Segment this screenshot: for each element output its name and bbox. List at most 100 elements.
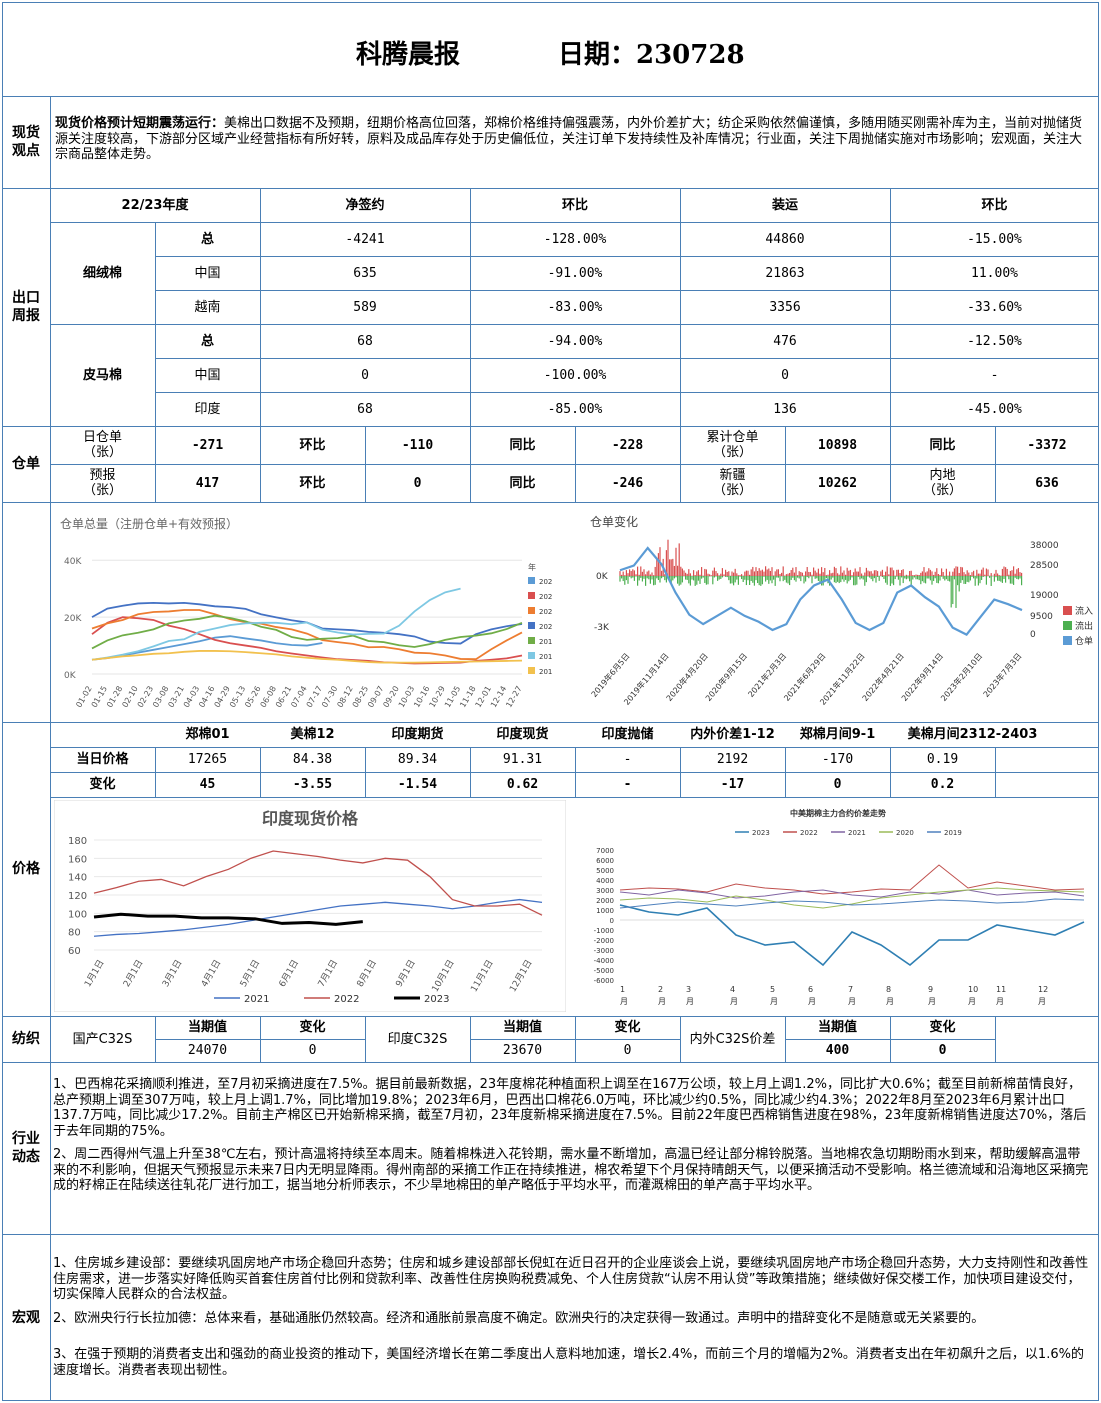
divider: [470, 426, 471, 502]
divider: [50, 747, 1099, 748]
export-group-upland: 细绒棉: [82, 265, 122, 281]
x-tick-label: 6: [808, 985, 813, 994]
report-date: 日期：230728: [558, 40, 745, 70]
export-cell-ship_mom: -45.00%: [967, 401, 1022, 417]
series-line-2020: [619, 887, 1085, 909]
y-tick-label: 19000: [1030, 591, 1059, 601]
x-tick-label: 2020年9月15日: [703, 651, 749, 703]
series-line-2021: [619, 889, 1085, 899]
warehouse-cell: 417: [195, 475, 220, 491]
section-label-warehouse: 仓单: [12, 456, 40, 472]
price-change: 45: [199, 777, 216, 792]
export-cell-net_mom: -91.00%: [547, 265, 603, 281]
export-cell-net: 68: [357, 333, 373, 349]
export-cell-ship_mom: -12.50%: [967, 333, 1022, 349]
textile-value: 24070: [187, 1043, 228, 1058]
legend-label: 2023: [424, 994, 449, 1005]
legend-label: 2017: [539, 668, 552, 676]
divider: [260, 747, 261, 797]
x-tick-label: 2023年7月3日: [981, 651, 1024, 699]
textile-label: 印度C32S: [387, 1031, 448, 1047]
divider: [890, 188, 891, 426]
y-tick-label: 2000: [596, 897, 614, 905]
section-label-textile: 纺织: [12, 1031, 40, 1047]
price-change: -1.54: [397, 777, 438, 792]
divider: [155, 747, 156, 797]
divider: [680, 426, 681, 502]
price-value: 0.19: [926, 752, 959, 767]
price-value: 17265: [187, 752, 228, 767]
legend-label: 2020: [539, 623, 552, 631]
export-cell-ship_mom: -15.00%: [967, 231, 1022, 247]
export-cell-net: 0: [361, 367, 369, 383]
x-tick-label: 12: [1038, 985, 1048, 994]
price-header: 印度期货: [391, 727, 444, 742]
y-tick-label: -6000: [594, 977, 614, 985]
export-group-pima: 皮马棉: [82, 367, 122, 383]
textile-header: 当期值: [187, 1020, 227, 1035]
price-value: 91.31: [502, 752, 543, 767]
textile-value: 23670: [502, 1043, 543, 1058]
divider: [995, 426, 996, 502]
divider: [50, 464, 1099, 465]
x-tick-label: 3: [686, 985, 691, 994]
divider: [470, 747, 471, 797]
price-header: 郑棉01: [185, 727, 230, 742]
legend-swatch: [1063, 621, 1072, 630]
legend-label: 2019: [539, 638, 552, 646]
x-tick-label: 2021年6月29日: [782, 651, 828, 703]
y-tick-label: -2000: [594, 937, 614, 945]
report-title: 科腾晨报: [356, 40, 461, 70]
section-label-price: 价格: [12, 861, 40, 877]
series-line-2022: [93, 850, 543, 916]
macro-paragraph-3: 3、在强于预期的消费者支出和强劲的商业投资的推动下，美国经济增长在第二季度出人意…: [53, 1347, 1084, 1378]
x-tick-label: 2: [658, 985, 663, 994]
price-value: 2192: [716, 752, 749, 767]
export-cell-sub: 中国: [194, 367, 221, 383]
divider: [260, 426, 261, 502]
price-change: -17: [720, 777, 745, 792]
x-tick-unit: 月: [1038, 997, 1046, 1006]
spot-view-headline: 现货价格预计短期震荡运行：: [55, 116, 225, 131]
y-tick-label: -3K: [594, 623, 610, 633]
warehouse-cell: 同比: [929, 437, 956, 453]
section-label-spot: 现货 观点: [12, 125, 40, 159]
divider: [2, 426, 1099, 427]
section-label-export: 出口 周报: [12, 290, 40, 324]
section-label-macro: 宏观: [12, 1309, 40, 1326]
series-line-2019: [91, 614, 523, 650]
x-tick-unit: 月: [848, 997, 856, 1006]
legend-label: 2021: [244, 994, 269, 1005]
y-tick-label: 4000: [596, 877, 614, 885]
divider: [260, 188, 261, 426]
textile-value: 0: [623, 1043, 632, 1058]
warehouse-cell: 预报 （张）: [82, 468, 122, 498]
legend-swatch: [528, 667, 535, 674]
y-tick-label: 140: [68, 873, 87, 884]
legend-swatch: [528, 637, 535, 644]
legend-label: 流入: [1075, 605, 1093, 617]
x-tick-unit: 月: [886, 997, 894, 1006]
y-tick-label: 80: [68, 928, 81, 939]
divider: [155, 392, 1099, 393]
warehouse-cell: -110: [401, 437, 434, 453]
legend-swatch: [528, 607, 535, 614]
export-header-net: 净签约: [345, 197, 385, 213]
warehouse-cell: 内地 （张）: [922, 468, 962, 498]
x-tick-label: 2019年6月5日: [589, 651, 632, 699]
x-tick-label: 9: [928, 985, 933, 994]
divider: [680, 1016, 681, 1062]
price-change: -3.55: [292, 777, 333, 792]
price-header: 美棉12: [290, 727, 335, 742]
divider: [365, 747, 366, 797]
divider: [155, 290, 1099, 291]
warehouse-cell: 10262: [817, 475, 858, 491]
legend-label: 2021: [848, 829, 866, 837]
export-cell-net_mom: -100.00%: [543, 367, 607, 383]
divider: [2, 1016, 1099, 1017]
export-cell-ship_mom: 11.00%: [971, 265, 1018, 281]
x-tick-label: 10: [968, 985, 978, 994]
export-cell-ship: 21863: [765, 265, 805, 281]
export-cell-sub: 印度: [194, 401, 221, 417]
divider: [50, 96, 51, 1401]
